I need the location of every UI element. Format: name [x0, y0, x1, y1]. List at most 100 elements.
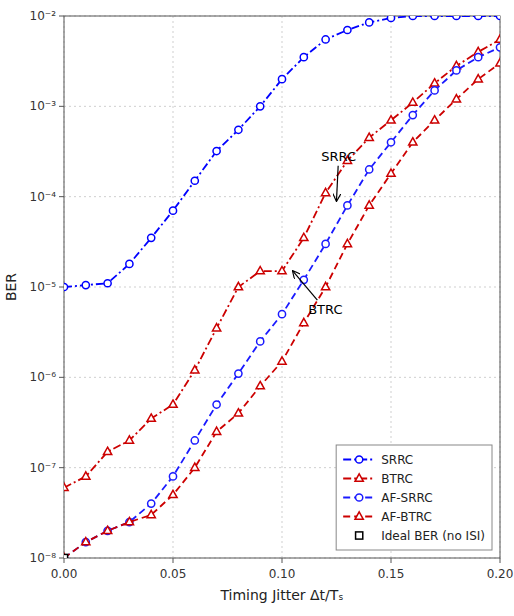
y-tick [59, 16, 64, 17]
data-point [64, 283, 68, 290]
x-grid-line [282, 16, 283, 558]
data-point [431, 16, 438, 20]
series-2 [64, 44, 500, 558]
data-point [321, 188, 329, 195]
data-point [496, 59, 500, 66]
annotation-arrow [337, 166, 339, 201]
data-point [64, 483, 68, 490]
chart: 0.000.050.100.150.2010⁻⁸10⁻⁷10⁻⁶10⁻⁵10⁻⁴… [0, 0, 514, 616]
data-point [387, 169, 395, 176]
data-point [234, 409, 242, 416]
y-tick [59, 196, 64, 197]
data-point [496, 16, 500, 20]
x-tick-label: 0.20 [487, 567, 514, 581]
legend-swatch-marker [356, 494, 363, 501]
series-line [64, 47, 500, 558]
y-grid-line [64, 377, 500, 378]
data-point [300, 318, 308, 325]
data-point [82, 538, 89, 545]
data-point [169, 400, 177, 407]
x-tick-label: 0.05 [160, 567, 187, 581]
legend-label: AF-BTRC [381, 510, 432, 524]
x-axis-label: Timing Jitter Δt/Tₛ [219, 587, 343, 603]
legend-swatch-marker [355, 474, 363, 481]
data-point [343, 239, 351, 246]
y-tick-label: 10⁻³ [30, 99, 57, 113]
data-point [64, 554, 68, 558]
data-point [169, 207, 176, 214]
y-tick [59, 287, 64, 288]
data-point [365, 133, 373, 140]
legend-swatch-marker [355, 512, 363, 519]
data-point [64, 554, 68, 558]
data-point [213, 147, 220, 154]
x-tick [500, 558, 501, 563]
data-point [82, 537, 90, 544]
y-tick-label: 10⁻⁸ [30, 551, 57, 565]
y-tick-label: 10⁻⁵ [30, 280, 57, 294]
data-point [191, 177, 198, 184]
data-point [344, 26, 351, 33]
x-tick [64, 558, 65, 563]
data-point [387, 139, 394, 146]
legend: SRRCBTRCAF-SRRCAF-BTRCIdeal BER (no ISI) [336, 445, 492, 550]
data-point [191, 463, 199, 470]
plot-frame [64, 16, 500, 558]
x-tick-label: 0.00 [51, 567, 78, 581]
data-point [125, 436, 133, 443]
legend-item: AF-BTRC [343, 510, 432, 524]
data-point [475, 54, 482, 61]
data-point [474, 75, 482, 82]
data-point [191, 437, 198, 444]
legend-swatch-marker [356, 532, 363, 539]
data-point [103, 447, 111, 454]
y-grid-line [64, 196, 500, 197]
data-point [409, 138, 417, 145]
legend-item: SRRC [343, 453, 413, 467]
data-point [148, 500, 155, 507]
data-point [453, 16, 460, 20]
y-tick [59, 106, 64, 107]
plot-background [64, 16, 500, 558]
legend-box [336, 445, 492, 550]
data-point [387, 16, 394, 22]
series-4 [64, 554, 68, 558]
y-tick [59, 558, 64, 559]
annotation-text: BTRC [308, 302, 342, 317]
data-point [278, 311, 285, 318]
legend-item: BTRC [343, 472, 413, 486]
data-point [430, 116, 438, 123]
x-tick [282, 558, 283, 563]
x-tick [391, 558, 392, 563]
data-point [257, 338, 264, 345]
axes: 0.000.050.100.150.2010⁻⁸10⁻⁷10⁻⁶10⁻⁵10⁻⁴… [30, 9, 514, 581]
data-point [235, 370, 242, 377]
data-point [365, 201, 373, 208]
data-point [430, 79, 438, 86]
data-point [104, 527, 111, 534]
series-0 [64, 16, 500, 291]
data-point [169, 473, 176, 480]
data-point [147, 414, 155, 421]
data-point [125, 517, 133, 524]
data-point [126, 260, 133, 267]
legend-label: BTRC [381, 472, 413, 486]
data-point [409, 98, 417, 105]
y-tick-label: 10⁻⁷ [30, 461, 57, 475]
y-grid-line [64, 287, 500, 288]
x-tick [173, 558, 174, 563]
data-point [212, 427, 220, 434]
grid [64, 16, 500, 558]
data-point [103, 526, 111, 533]
data-point [300, 54, 307, 61]
legend-item: Ideal BER (no ISI) [356, 529, 485, 543]
y-tick-label: 10⁻⁴ [30, 190, 57, 204]
data-point [409, 111, 416, 118]
data-point [278, 76, 285, 83]
data-point [344, 202, 351, 209]
data-point [322, 240, 329, 247]
annotation-arrow [293, 271, 317, 300]
legend-swatch-marker [356, 456, 363, 463]
data-point [169, 490, 177, 497]
data-point [213, 401, 220, 408]
